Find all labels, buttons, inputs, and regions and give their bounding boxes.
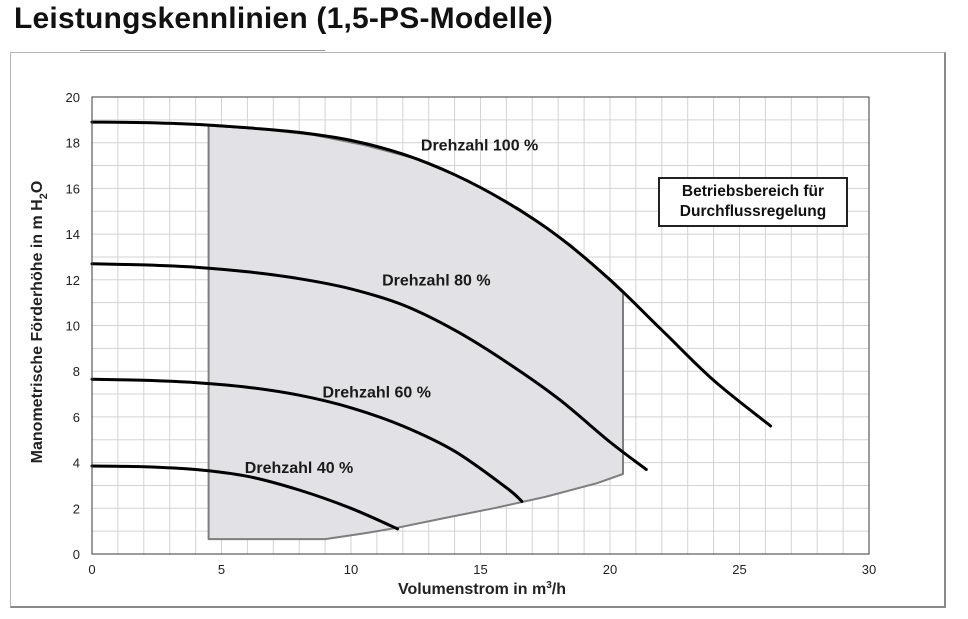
y-tick-label: 12: [66, 273, 80, 288]
x-tick-label: 30: [862, 562, 876, 577]
series-line-drehzahl-60: [90, 377, 524, 503]
y-tick-label: 16: [66, 181, 80, 196]
x-tick-label: 5: [218, 562, 225, 577]
chart-frame: [10, 52, 946, 608]
series-label-drehzahl-80: Drehzahl 80 %: [382, 273, 490, 290]
title-divider: [80, 50, 325, 51]
y-tick-label: 20: [66, 90, 80, 105]
operating-region-layer: [207, 124, 624, 541]
y-tick-label: 14: [66, 227, 80, 242]
operating-region: [207, 124, 624, 541]
y-tick-label: 8: [73, 364, 80, 379]
y-tick-label: 6: [73, 410, 80, 425]
x-tick-label: 25: [732, 562, 746, 577]
y-tick-label: 0: [73, 547, 80, 562]
x-tick-label: 20: [603, 562, 617, 577]
series-label-drehzahl-40: Drehzahl 40 %: [245, 460, 353, 477]
y-tick-label: 10: [66, 319, 80, 334]
y-tick-label: 4: [73, 456, 80, 471]
x-tick-label: 15: [473, 562, 487, 577]
series-line-drehzahl-80: [90, 262, 648, 471]
legend-line-2: Durchflussregelung: [679, 203, 827, 220]
series-label-drehzahl-60: Drehzahl 60 %: [323, 385, 431, 402]
series-label-drehzahl-100: Drehzahl 100 %: [421, 138, 538, 155]
axes: [91, 96, 870, 555]
legend-line-1: Betriebsbereich für: [681, 183, 825, 200]
x-tick-label: 10: [344, 562, 358, 577]
series-line-drehzahl-100: [90, 120, 773, 428]
series-layer: [90, 120, 773, 531]
y-axis-label: Manometrische Förderhöhe in m H2O: [29, 181, 50, 464]
series-line-drehzahl-40: [90, 464, 400, 531]
x-tick-label: 0: [88, 562, 95, 577]
operating-range-legend: Betriebsbereich für Durchflussregelung: [658, 177, 848, 227]
x-axis-label: Volumenstrom in m3/h: [398, 580, 566, 598]
plot-border: [91, 96, 870, 555]
tick-labels: 0 5 10 15 20 25 30 0 2 4 6 8 10 12 14 16 18 20: [66, 90, 877, 577]
page-title: Leistungskennlinien (1,5-PS-Modelle): [14, 2, 553, 35]
y-tick-label: 18: [66, 136, 80, 151]
y-tick-label: 2: [73, 501, 80, 516]
